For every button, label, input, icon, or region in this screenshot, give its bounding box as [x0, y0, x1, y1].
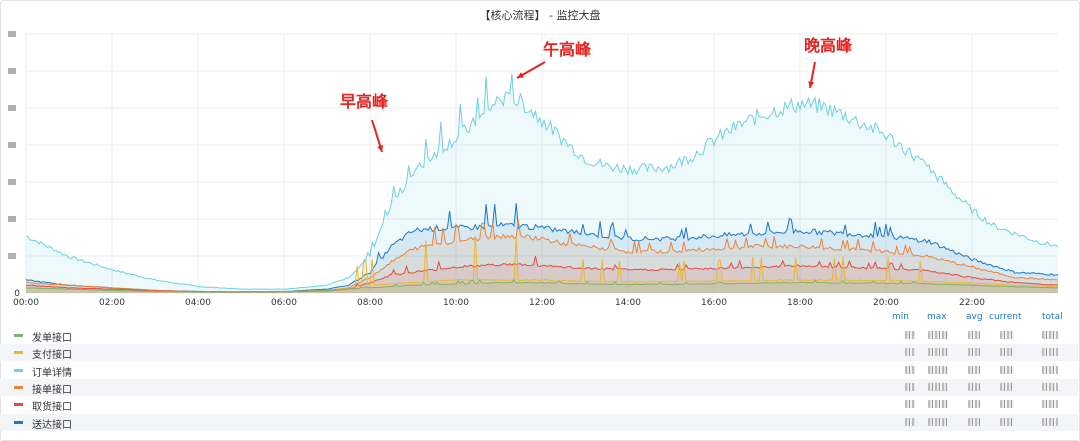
y-tick-label-redacted	[8, 68, 16, 74]
annotation-arrowhead	[377, 145, 384, 152]
series-area-1	[26, 279, 1058, 293]
x-tick-label: 04:00	[185, 298, 211, 308]
y-tick-label-redacted	[8, 253, 16, 259]
y-tick-label: 0	[14, 289, 20, 299]
annotation-label: 午高峰	[543, 40, 592, 59]
legend-value-redacted	[1042, 382, 1058, 391]
x-tick-label: 10:00	[443, 298, 469, 308]
legend-value-redacted	[1042, 365, 1058, 374]
series-area-2	[26, 235, 1058, 293]
x-tick-label: 12:00	[529, 298, 555, 308]
legend-value-redacted	[1000, 382, 1014, 391]
legend-swatch	[14, 351, 23, 355]
y-tick-label-redacted	[8, 142, 16, 148]
legend-swatch	[14, 368, 23, 372]
legend-value-redacted	[928, 365, 948, 374]
legend-series-name[interactable]: 支付接口	[32, 350, 72, 362]
legend-col-max[interactable]: max	[927, 312, 947, 322]
legend-value-redacted	[968, 382, 980, 391]
legend-col-avg[interactable]: avg	[966, 312, 983, 322]
legend-value-redacted	[928, 331, 948, 339]
annotation-arrowhead	[517, 72, 524, 78]
legend-value-redacted	[1000, 331, 1014, 339]
legend-value-redacted	[928, 382, 948, 391]
series-area-6	[26, 203, 1058, 293]
y-tick-label-redacted	[8, 105, 16, 111]
legend-col-total[interactable]: total	[1042, 312, 1063, 322]
annotation-label: 晚高峰	[804, 36, 853, 55]
series-area-5	[26, 256, 1058, 293]
x-tick-label: 02:00	[99, 298, 125, 308]
y-tick-label-redacted	[8, 216, 16, 222]
legend-swatch	[14, 420, 23, 424]
x-tick-label: 00:00	[13, 298, 39, 308]
series-area-3	[26, 74, 1058, 293]
y-tick-label-redacted	[8, 31, 16, 37]
legend-value-redacted	[928, 417, 948, 426]
legend-swatch	[14, 403, 23, 407]
x-tick-label: 22:00	[959, 298, 985, 308]
legend-swatch	[14, 385, 23, 389]
legend-row[interactable]: 送达接口	[0, 413, 1078, 431]
legend-series-name[interactable]: 送达接口	[32, 419, 72, 431]
x-tick-label: 08:00	[357, 298, 383, 308]
legend-value-redacted	[1042, 400, 1058, 409]
x-tick-label: 14:00	[615, 298, 641, 308]
legend-value-redacted	[1000, 365, 1014, 374]
series-line-3	[25, 74, 1059, 290]
legend-value-redacted	[1042, 348, 1058, 357]
x-tick-label: 20:00	[873, 298, 899, 308]
legend-value-redacted	[905, 365, 915, 374]
legend-value-redacted	[905, 417, 915, 426]
legend-col-current[interactable]: current	[989, 312, 1022, 322]
annotation-label: 早高峰	[340, 92, 389, 111]
panel-title: 【核心流程】 - 监控大盘	[479, 9, 601, 22]
legend-series-name[interactable]: 发单接口	[32, 333, 72, 344]
legend-value-redacted	[968, 348, 980, 357]
legend-value-redacted	[968, 417, 980, 426]
legend-value-redacted	[905, 382, 915, 391]
y-tick-label-redacted	[8, 179, 16, 185]
legend-value-redacted	[1000, 348, 1014, 357]
legend-row[interactable]: 接单接口	[0, 378, 1078, 396]
legend-value-redacted	[905, 348, 915, 357]
x-tick-label: 16:00	[701, 298, 727, 308]
legend-series-name[interactable]: 接单接口	[32, 384, 72, 396]
x-tick-label: 18:00	[787, 298, 813, 308]
legend-header: min max avg current total	[0, 312, 1078, 326]
x-tick-label: 06:00	[271, 298, 297, 308]
legend-series-name[interactable]: 订单详情	[32, 367, 72, 379]
series-area-4	[26, 220, 1058, 293]
legend-value-redacted	[928, 400, 948, 409]
legend-value-redacted	[928, 348, 948, 357]
legend-value-redacted	[1000, 417, 1014, 426]
legend-row[interactable]: 支付接口	[0, 344, 1078, 362]
legend-value-redacted	[1042, 331, 1058, 339]
legend-series-name[interactable]: 取货接口	[32, 402, 72, 414]
legend-value-redacted	[1000, 400, 1014, 409]
legend-value-redacted	[968, 365, 980, 374]
legend-value-redacted	[905, 400, 915, 409]
legend-value-redacted	[968, 400, 980, 409]
legend-row[interactable]: 发单接口	[0, 327, 1078, 344]
legend-row[interactable]: 取货接口	[0, 396, 1078, 413]
series-line-1	[25, 279, 1058, 293]
legend-value-redacted	[968, 331, 980, 339]
legend-value-redacted	[905, 331, 915, 339]
legend-col-min[interactable]: min	[892, 312, 909, 322]
legend-value-redacted	[1042, 417, 1058, 426]
annotation-arrowhead	[808, 81, 815, 88]
legend-row[interactable]: 订单详情	[0, 362, 1078, 379]
legend-swatch	[14, 334, 23, 337]
time-series-chart: 00:00 02:00 04:00 06:00 08:00 10:00 12:00 14:00…	[8, 31, 1059, 308]
